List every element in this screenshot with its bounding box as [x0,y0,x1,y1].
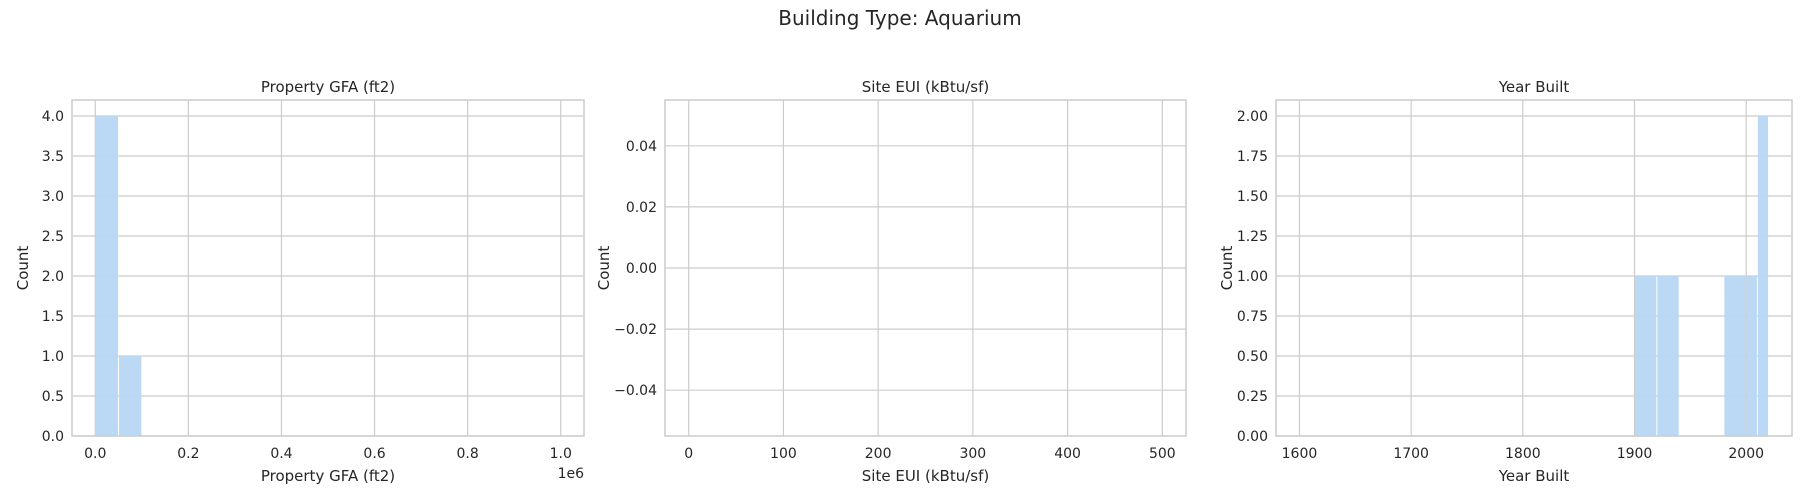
y-tick-label: 2.5 [42,229,64,245]
histogram-bar [1657,276,1679,436]
x-offset-label: 1e6 [558,466,585,482]
x-tick-label: 1700 [1393,446,1429,462]
y-tick-label: 1.50 [1237,189,1268,205]
histogram-bar [1724,276,1746,436]
x-tick-label: 0.2 [177,446,199,462]
y-tick-label: 0.75 [1237,309,1268,325]
x-tick-label: 0.8 [457,446,479,462]
x-axis-label: Year Built [1498,467,1570,485]
y-tick-label: 0.00 [626,261,657,277]
axes-frame [1275,99,1793,437]
y-tick-label: 1.0 [42,349,64,365]
x-tick-label: 100 [770,446,797,462]
x-tick-label: 200 [865,446,892,462]
x-axis-label: Site EUI (kBtu/sf) [862,467,989,485]
y-tick-label: 0.04 [626,139,657,155]
x-tick-label: 300 [959,446,986,462]
y-tick-label: 0.00 [1237,429,1268,445]
x-tick-label: 0.0 [84,446,106,462]
y-axis-label: Count [14,246,32,291]
y-tick-label: 2.0 [42,269,64,285]
x-tick-label: 1900 [1617,446,1653,462]
histogram-bar [119,356,142,436]
x-tick-label: 1.0 [550,446,572,462]
y-tick-label: 4.0 [42,109,64,125]
histogram-bar [1635,276,1657,436]
histogram-bar [95,116,119,436]
histogram-bar [1746,276,1757,436]
y-tick-label: 3.5 [42,149,64,165]
chart-panel-3 [1275,99,1793,437]
y-tick-label: −0.04 [614,383,657,399]
axes-frame [664,99,1187,437]
y-tick-label: 1.75 [1237,149,1268,165]
chart-title: Property GFA (ft2) [261,78,395,96]
chart-title: Year Built [1498,78,1570,96]
x-tick-label: 400 [1054,446,1081,462]
chart-panel-1 [71,99,585,437]
axes-frame [71,99,585,437]
y-tick-label: 1.5 [42,309,64,325]
y-tick-label: 1.25 [1237,229,1268,245]
y-axis-label: Count [1218,246,1236,291]
y-tick-label: 0.5 [42,389,64,405]
x-tick-label: 0 [684,446,693,462]
y-tick-label: 1.00 [1237,269,1268,285]
y-tick-label: 0.0 [42,429,64,445]
x-axis-label: Property GFA (ft2) [261,467,395,485]
x-tick-label: 1600 [1282,446,1318,462]
y-tick-label: 2.00 [1237,109,1268,125]
histogram-bar [1757,116,1769,436]
chart-title: Site EUI (kBtu/sf) [862,78,989,96]
y-tick-label: 3.0 [42,189,64,205]
y-tick-label: 0.50 [1237,349,1268,365]
y-axis-label: Count [595,246,613,291]
y-tick-label: −0.02 [614,322,657,338]
x-tick-label: 1800 [1505,446,1541,462]
x-tick-label: 500 [1149,446,1176,462]
x-tick-label: 0.6 [363,446,385,462]
y-tick-label: 0.02 [626,200,657,216]
chart-panel-2 [664,99,1187,437]
y-tick-label: 0.25 [1237,389,1268,405]
figure-title: Building Type: Aquarium [778,6,1022,30]
x-tick-label: 2000 [1728,446,1764,462]
x-tick-label: 0.4 [270,446,292,462]
